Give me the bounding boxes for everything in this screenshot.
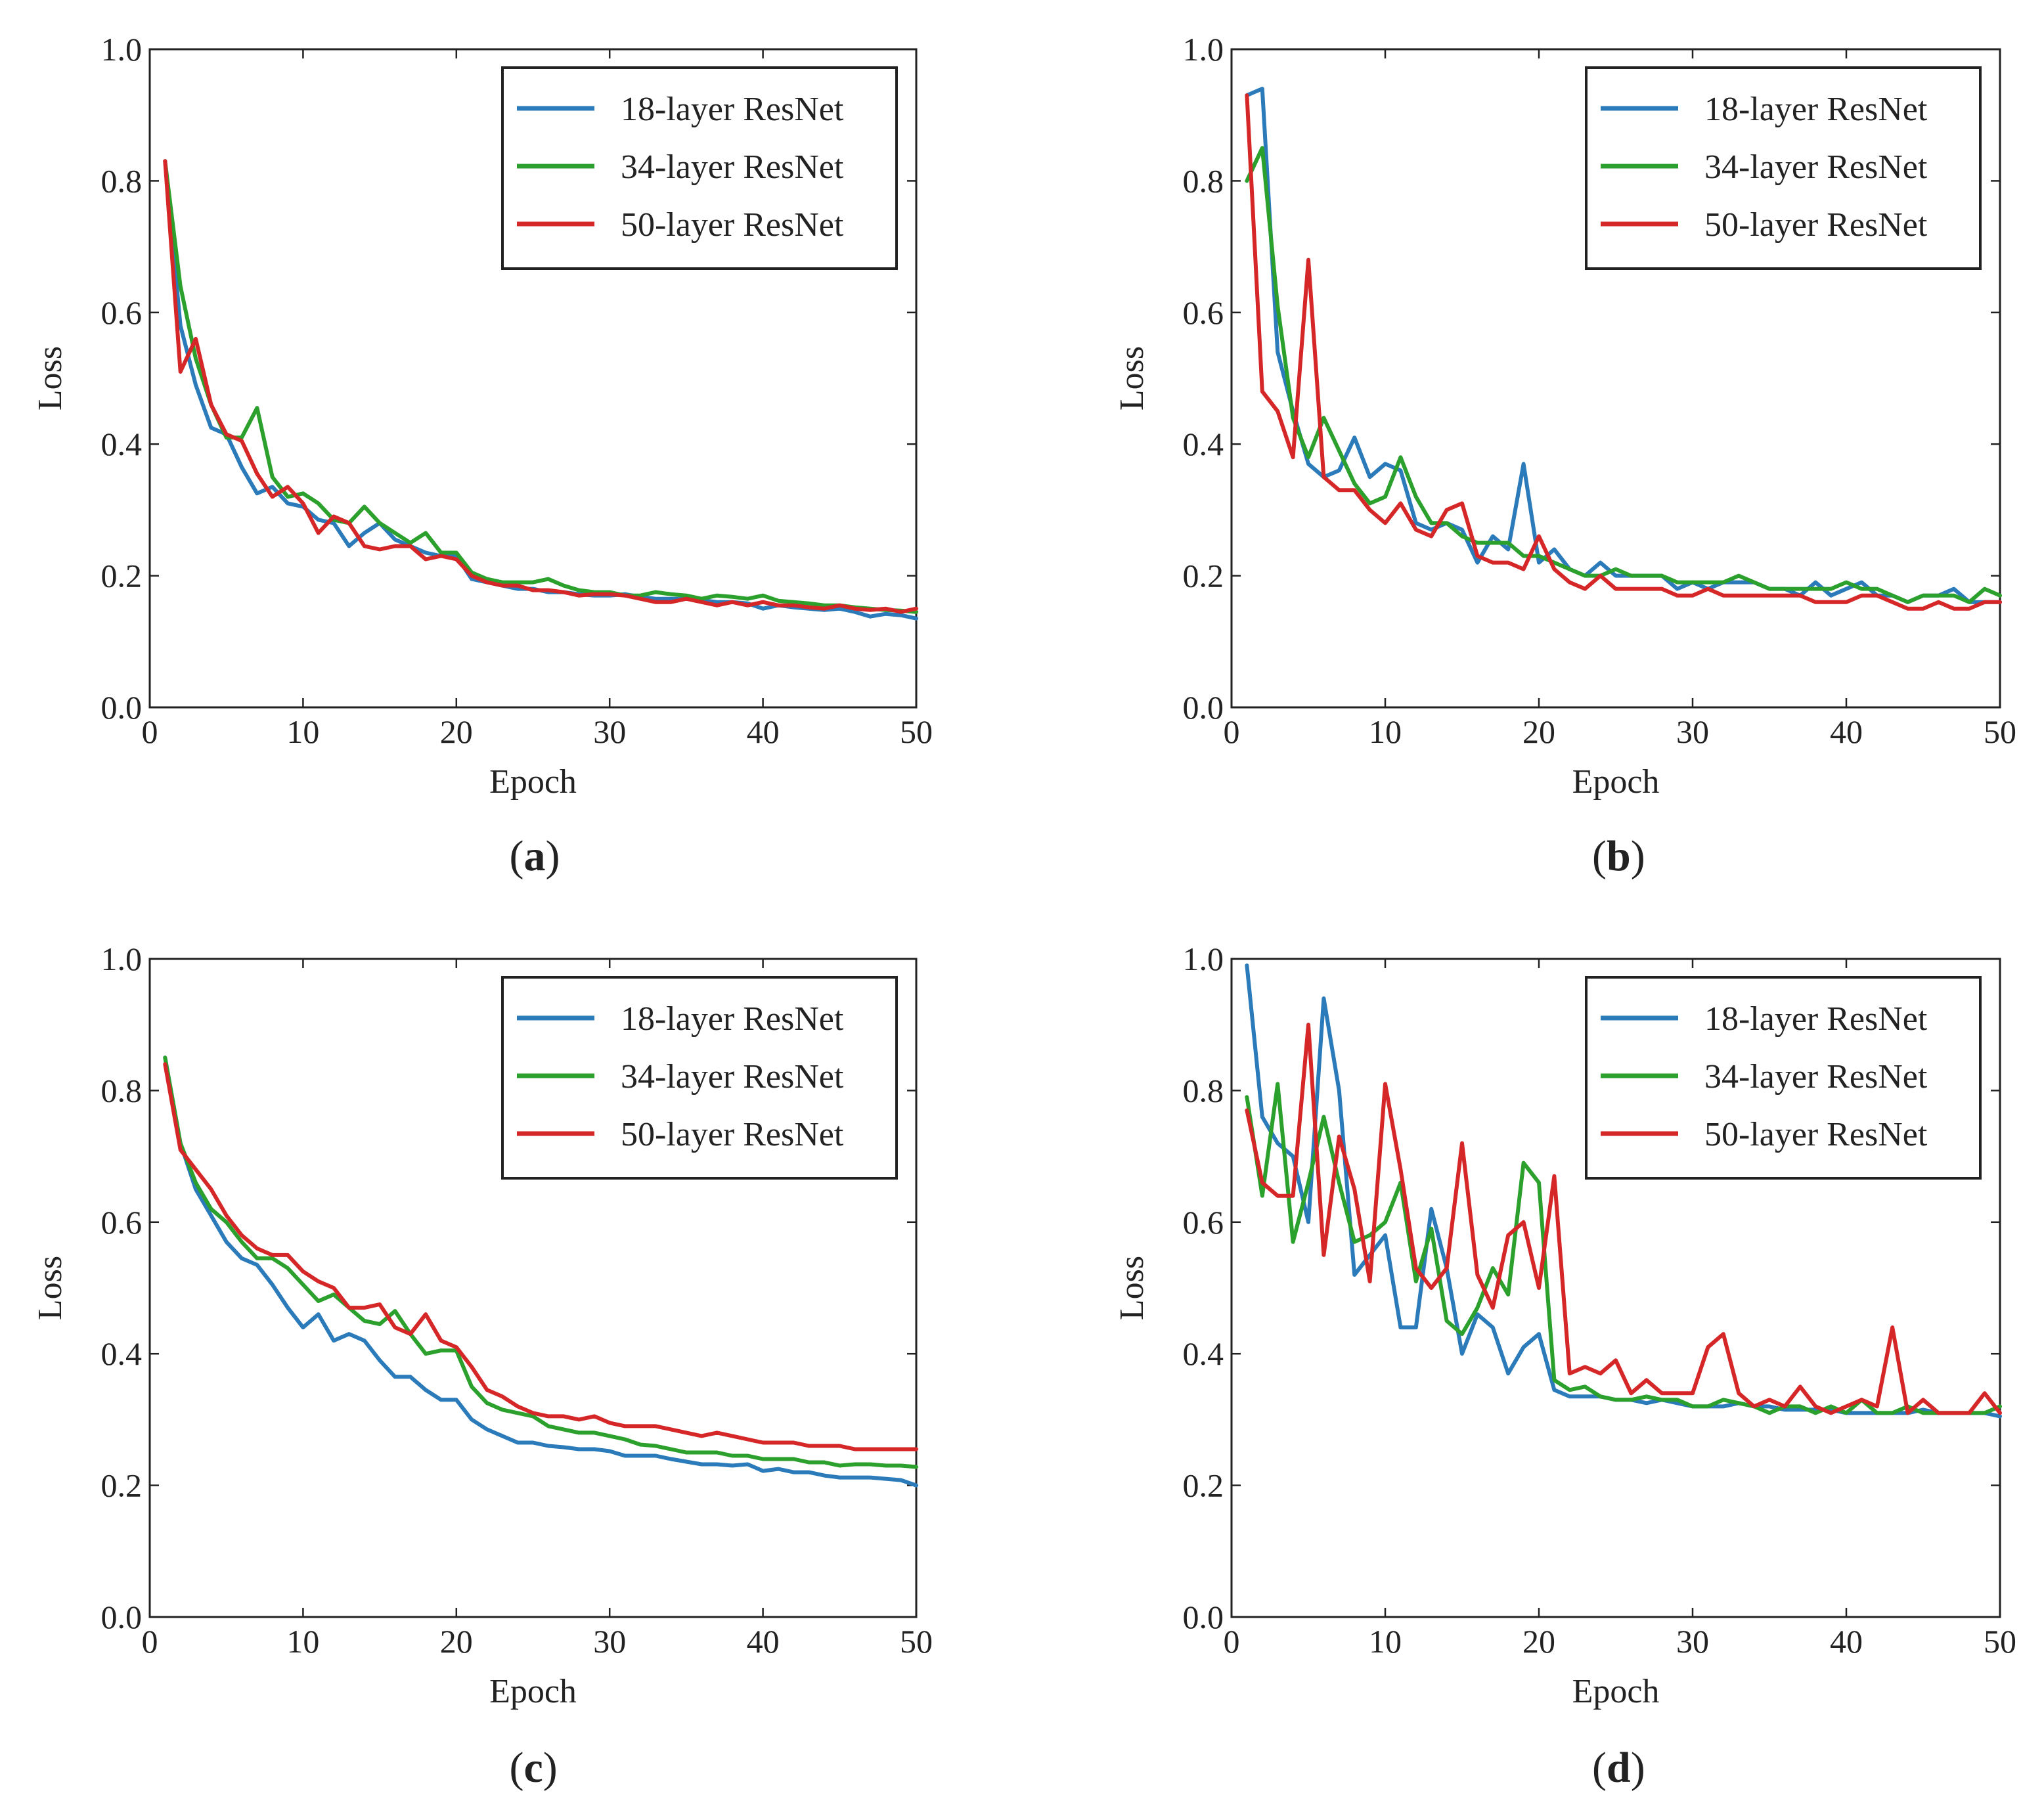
x-axis-label: Epoch [489,1673,577,1710]
x-tick-label: 30 [593,1623,626,1660]
legend: 18-layer ResNet 34-layer ResNet 50-layer R… [1585,976,1982,1180]
y-tick-label: 0.8 [1183,162,1224,199]
y-tick-label: 1.0 [1183,941,1224,977]
x-tick-label: 20 [440,1623,473,1660]
series-line-1 [1245,87,2002,604]
x-tick-label: 30 [1676,713,1709,750]
chart-panel-a: 0 10 20 30 40 50 0.0 0.2 0.4 0.6 0.8 1.0 Epoch Loss 18… [32,31,933,880]
y-tick-label: 0.6 [101,294,143,331]
y-tick-label: 0.0 [101,1599,143,1635]
y-tick-label: 0.4 [101,1335,143,1372]
x-tick-label: 40 [747,713,780,750]
y-tick-label: 1.0 [101,31,143,68]
y-tick-label: 0.6 [1183,294,1224,331]
x-axis-label: Epoch [489,763,577,801]
x-tick-label: 30 [593,713,626,750]
y-tick-label: 0.0 [101,689,143,726]
y-tick-label: 0.2 [1183,1467,1224,1504]
y-tick-label: 0.0 [1183,1599,1224,1635]
y-axis-label: Loss [32,346,69,410]
y-tick-label: 0.0 [1183,689,1224,726]
x-tick-label: 20 [440,713,473,750]
panel-caption: (a) [510,832,560,880]
series-line-3 [1245,1023,2002,1415]
y-tick-label: 1.0 [1183,31,1224,68]
x-axis-label: Epoch [1572,1673,1660,1710]
y-tick-label: 0.8 [101,1072,143,1109]
y-tick-label: 0.2 [1183,558,1224,594]
series-line-3 [163,159,918,614]
series-line-2 [163,1055,918,1469]
x-tick-label: 40 [1830,1623,1863,1660]
legend-box [1585,976,1982,1180]
x-tick-label: 40 [1830,713,1863,750]
series-line-2 [163,159,918,614]
x-tick-label: 40 [747,1623,780,1660]
x-tick-label: 10 [1369,713,1402,750]
y-tick-label: 0.4 [1183,1335,1224,1372]
legend: 18-layer ResNet 34-layer ResNet 50-layer R… [501,66,898,270]
caption-letter: d [1607,1744,1631,1792]
plot-frame [1230,48,2001,709]
x-tick-label: 50 [900,1623,933,1660]
y-axis-label: Loss [1113,346,1151,410]
legend-label-3: 50-layer ResNet [1704,1116,1928,1153]
y-tick-label: 1.0 [101,941,143,977]
series-line-2 [1245,146,2002,604]
y-tick-label: 0.8 [1183,1072,1224,1109]
legend-label-2: 34-layer ResNet [621,1058,844,1096]
legend-label-3: 50-layer ResNet [1704,206,1928,244]
y-tick-label: 0.4 [1183,426,1224,462]
legend-label-3: 50-layer ResNet [621,206,844,244]
panel-caption: (d) [1592,1744,1645,1792]
x-tick-label: 50 [900,713,933,750]
chart-panel-d: 0 10 20 30 40 50 0.0 0.2 0.4 0.6 0.8 1.0 Epoch Loss 18… [1113,941,2016,1792]
x-tick-label: 10 [286,1623,319,1660]
y-tick-label: 0.8 [101,162,143,199]
x-tick-label: 0 [142,713,158,750]
series-line-1 [163,1055,918,1488]
plot-frame [1230,958,2001,1618]
legend-label-1: 18-layer ResNet [1704,1000,1928,1038]
y-tick-label: 0.2 [101,1467,143,1504]
x-tick-label: 10 [1369,1623,1402,1660]
series-line-3 [163,1062,918,1451]
x-tick-label: 20 [1522,713,1555,750]
x-tick-label: 30 [1676,1623,1709,1660]
x-tick-label: 10 [286,713,319,750]
plot-frame [148,958,918,1618]
x-tick-label: 50 [1984,713,2016,750]
legend-label-1: 18-layer ResNet [621,1000,844,1038]
legend-label-2: 34-layer ResNet [621,148,844,186]
caption-letter: a [523,832,545,880]
x-tick-label: 0 [142,1623,158,1660]
caption-letter: b [1607,832,1631,880]
y-axis-label: Loss [1113,1256,1151,1320]
y-axis-label: Loss [32,1256,69,1320]
legend-label-3: 50-layer ResNet [621,1116,844,1153]
y-tick-label: 0.6 [101,1204,143,1241]
legend-label-1: 18-layer ResNet [1704,91,1928,128]
plot-frame [148,48,918,709]
y-tick-label: 0.4 [101,426,143,462]
x-tick-label: 0 [1224,1623,1240,1660]
y-tick-label: 0.6 [1183,1204,1224,1241]
chart-panel-b: 0 10 20 30 40 50 0.0 0.2 0.4 0.6 0.8 1.0 Epoch Loss 18… [1113,31,2016,880]
x-tick-label: 0 [1224,713,1240,750]
legend: 18-layer ResNet 34-layer ResNet 50-layer R… [501,976,898,1180]
x-tick-label: 20 [1522,1623,1555,1660]
legend-label-2: 34-layer ResNet [1704,148,1928,186]
panel-caption: (b) [1592,832,1645,880]
legend: 18-layer ResNet 34-layer ResNet 50-layer R… [1585,66,1982,270]
x-tick-label: 50 [1984,1623,2016,1660]
y-tick-label: 0.2 [101,558,143,594]
series-line-3 [1245,93,2002,611]
chart-panel-c: 0 10 20 30 40 50 0.0 0.2 0.4 0.6 0.8 1.0 Epoch Loss 18… [32,941,933,1792]
legend-label-2: 34-layer ResNet [1704,1058,1928,1096]
legend-label-1: 18-layer ResNet [621,91,844,128]
panel-caption: (c) [510,1744,558,1792]
caption-letter: c [523,1744,543,1792]
x-axis-label: Epoch [1572,763,1660,801]
